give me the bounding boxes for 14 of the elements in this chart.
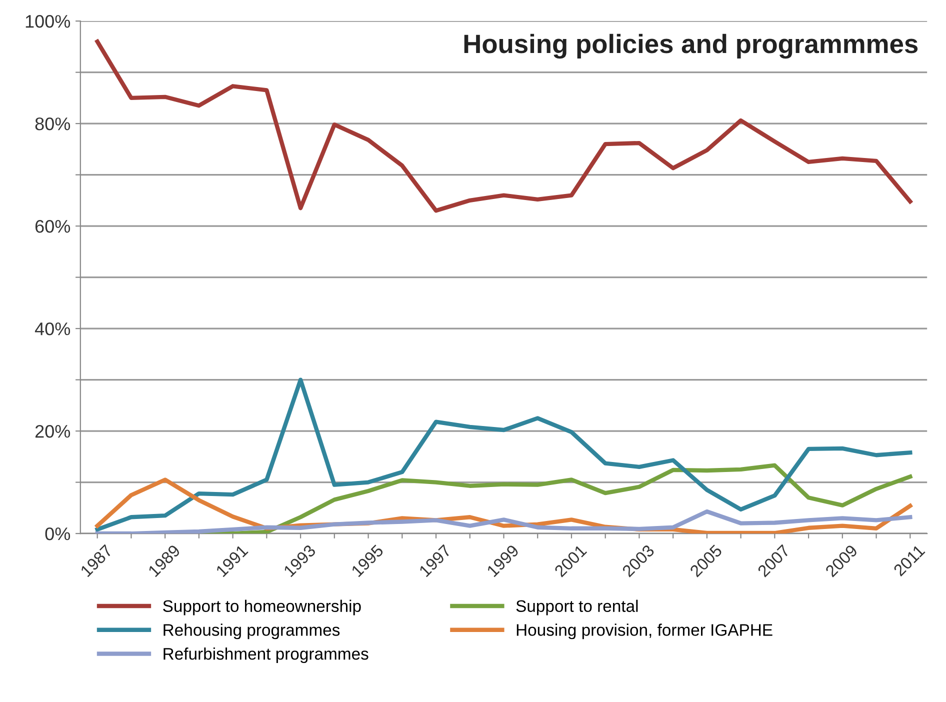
y-tick-label: 60%: [35, 220, 70, 233]
y-tick-label: 0%: [45, 527, 70, 540]
legend-label: Support to homeownership: [163, 600, 361, 616]
legend-label: Support to rental: [516, 600, 638, 616]
chart-title: Housing policies and programmmes: [464, 34, 918, 59]
legend-label: Refurbishment programmes: [164, 648, 368, 664]
legend-label: Housing provision, former IGAPHE: [516, 624, 772, 640]
y-tick-label: 100%: [26, 14, 70, 28]
line-series: [95, 378, 912, 532]
y-tick-label: 40%: [34, 322, 70, 336]
legend-label: Rehousing programmes: [164, 624, 340, 640]
y-tick-label: 80%: [35, 117, 70, 130]
line-series: [95, 509, 912, 534]
y-tick-label: 20%: [35, 424, 70, 438]
